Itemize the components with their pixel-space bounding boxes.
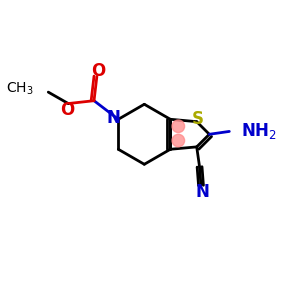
Text: S: S	[192, 110, 204, 128]
Text: N: N	[106, 109, 120, 127]
Text: O: O	[60, 101, 74, 119]
Text: CH$_3$: CH$_3$	[6, 81, 34, 98]
Circle shape	[172, 134, 184, 147]
Text: N: N	[196, 183, 209, 201]
Text: O: O	[91, 62, 105, 80]
Circle shape	[172, 120, 184, 133]
Text: NH$_2$: NH$_2$	[241, 122, 277, 141]
